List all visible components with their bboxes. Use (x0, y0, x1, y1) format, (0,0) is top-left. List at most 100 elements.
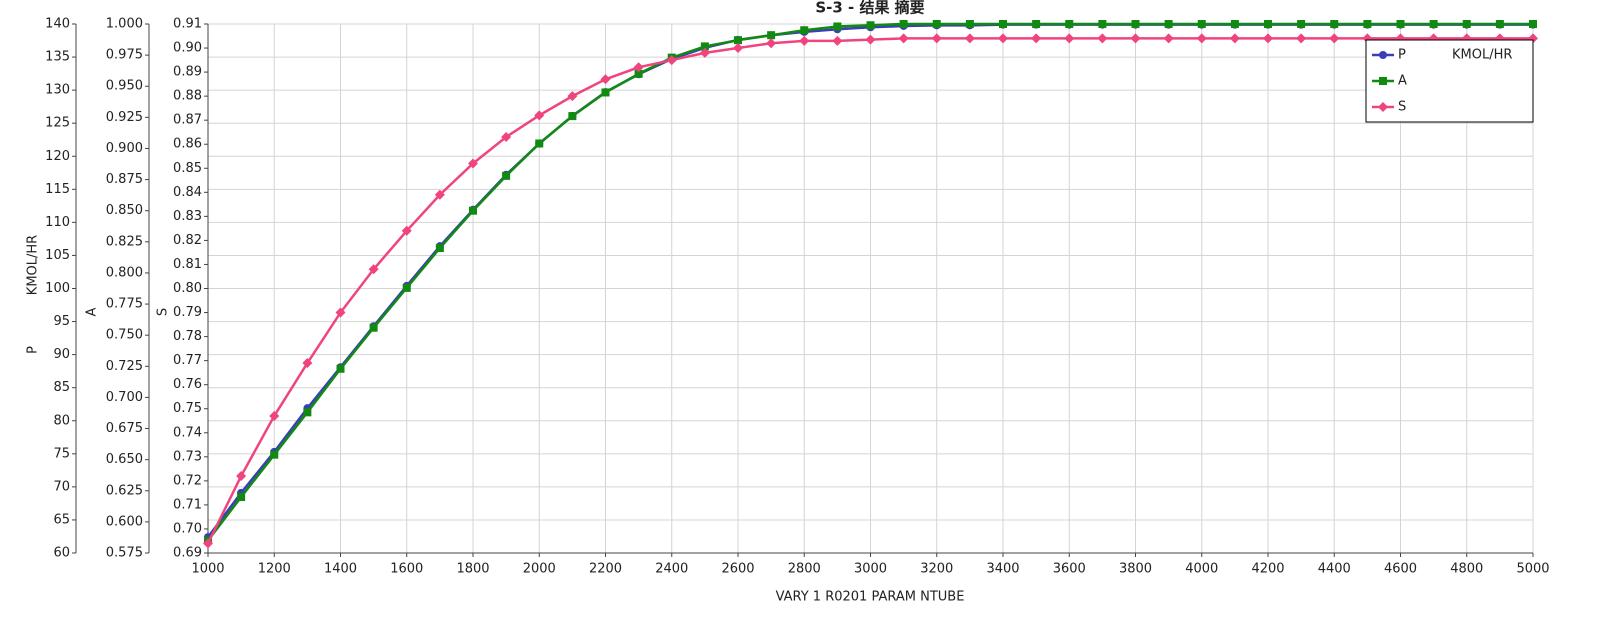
marker (1379, 77, 1387, 85)
y-tick-label: 0.725 (106, 359, 143, 374)
x-tick-label: 2600 (721, 562, 754, 577)
x-tick-label: 3800 (1119, 562, 1152, 577)
marker (1098, 20, 1107, 28)
x-tick-label: 5000 (1516, 562, 1549, 577)
marker (733, 43, 743, 54)
x-tick-label: 4600 (1384, 562, 1417, 577)
marker (502, 171, 511, 180)
y-tick-label: 0.700 (106, 390, 143, 405)
x-tick-label: 1200 (258, 562, 291, 577)
marker (335, 307, 346, 318)
marker (203, 538, 213, 549)
y-tick-label: 0.800 (106, 265, 143, 280)
marker (800, 26, 809, 35)
x-tick-label: 2000 (523, 562, 556, 577)
x-tick-label: 1000 (191, 562, 224, 577)
y-tick-label: 110 (45, 215, 70, 230)
y-tick-label: 0.72 (173, 473, 202, 488)
x-tick-label: 4400 (1318, 562, 1351, 577)
marker (634, 69, 643, 78)
marker (1429, 20, 1438, 28)
marker (535, 139, 544, 148)
marker (1297, 20, 1306, 28)
marker (964, 33, 975, 44)
y-tick-label: 120 (45, 149, 70, 164)
chart-title: S-3 - 结果 摘要 (815, 0, 924, 17)
marker (1196, 33, 1207, 44)
y-tick-label: 100 (45, 281, 70, 296)
y-tick-label: 125 (45, 116, 70, 131)
y-tick-label: 140 (45, 17, 70, 32)
x-tick-label: 2400 (655, 562, 688, 577)
y-tick-label: 70 (53, 479, 70, 494)
marker (1164, 20, 1173, 28)
y2-axis-label: A (85, 307, 100, 316)
marker (468, 158, 478, 169)
x-tick-label: 4200 (1251, 562, 1284, 577)
x-tick-label: 2800 (788, 562, 821, 577)
marker (568, 112, 577, 121)
y-tick-label: 0.83 (173, 209, 202, 224)
y-tick-label: 75 (53, 446, 70, 461)
marker (601, 88, 610, 97)
y-tick-label: 0.76 (173, 377, 202, 392)
y-tick-label: 0.80 (173, 281, 202, 296)
marker (368, 264, 379, 275)
marker (336, 364, 345, 373)
legend-label: S (1398, 100, 1406, 115)
y-tick-label: 0.91 (173, 17, 202, 32)
marker (700, 42, 709, 51)
y-tick-label: 0.82 (173, 233, 202, 248)
marker (1378, 102, 1388, 112)
y-tick-label: 0.69 (173, 546, 202, 561)
y-tick-label: 0.78 (173, 329, 202, 344)
marker (767, 31, 776, 40)
y-tick-label: 95 (53, 314, 70, 329)
marker (1529, 20, 1537, 28)
y-tick-label: 0.900 (106, 141, 143, 156)
series (204, 20, 1537, 545)
marker (1229, 33, 1240, 44)
y-tick-label: 135 (45, 50, 70, 65)
y-tick-label: 0.600 (106, 514, 143, 529)
y-tick-label: 65 (53, 512, 70, 527)
marker (899, 20, 908, 28)
y3-axis-label: S (156, 308, 171, 316)
marker (1163, 33, 1174, 44)
y-tick-label: 0.79 (173, 305, 202, 320)
series (203, 33, 1538, 549)
marker (600, 74, 611, 85)
y-tick-label: 80 (53, 413, 70, 428)
y-axis-unit: KMOL/HR (26, 235, 41, 295)
y-tick-label: 0.625 (106, 483, 143, 498)
marker (1130, 33, 1141, 44)
marker (1495, 20, 1504, 28)
marker (269, 410, 280, 421)
x-axis-label: VARY 1 R0201 PARAM NTUBE (776, 590, 965, 605)
marker (1064, 33, 1075, 44)
y-tick-label: 105 (45, 248, 70, 263)
y-tick-label: 0.675 (106, 421, 143, 436)
y-tick-label: 1.000 (106, 17, 143, 32)
x-tick-label: 3400 (986, 562, 1019, 577)
y-tick-label: 0.81 (173, 257, 202, 272)
legend-label: A (1398, 74, 1407, 89)
marker (501, 132, 512, 143)
marker (833, 22, 842, 31)
marker (866, 21, 875, 30)
y-tick-label: 0.850 (106, 203, 143, 218)
y-axis-label: P (26, 346, 41, 354)
y-tick-label: 0.950 (106, 79, 143, 94)
marker (1264, 20, 1272, 28)
legend-label: P (1398, 48, 1406, 63)
y-tick-label: 60 (53, 546, 70, 561)
marker (1197, 20, 1206, 28)
y-tick-label: 0.84 (173, 185, 202, 200)
y-tick-label: 115 (45, 182, 70, 197)
y-tick-label: 0.925 (106, 110, 143, 125)
y-tick-label: 0.89 (173, 65, 202, 80)
marker (1065, 20, 1074, 28)
y-tick-label: 0.74 (173, 425, 202, 440)
marker (965, 20, 974, 28)
x-tick-label: 3200 (920, 562, 953, 577)
